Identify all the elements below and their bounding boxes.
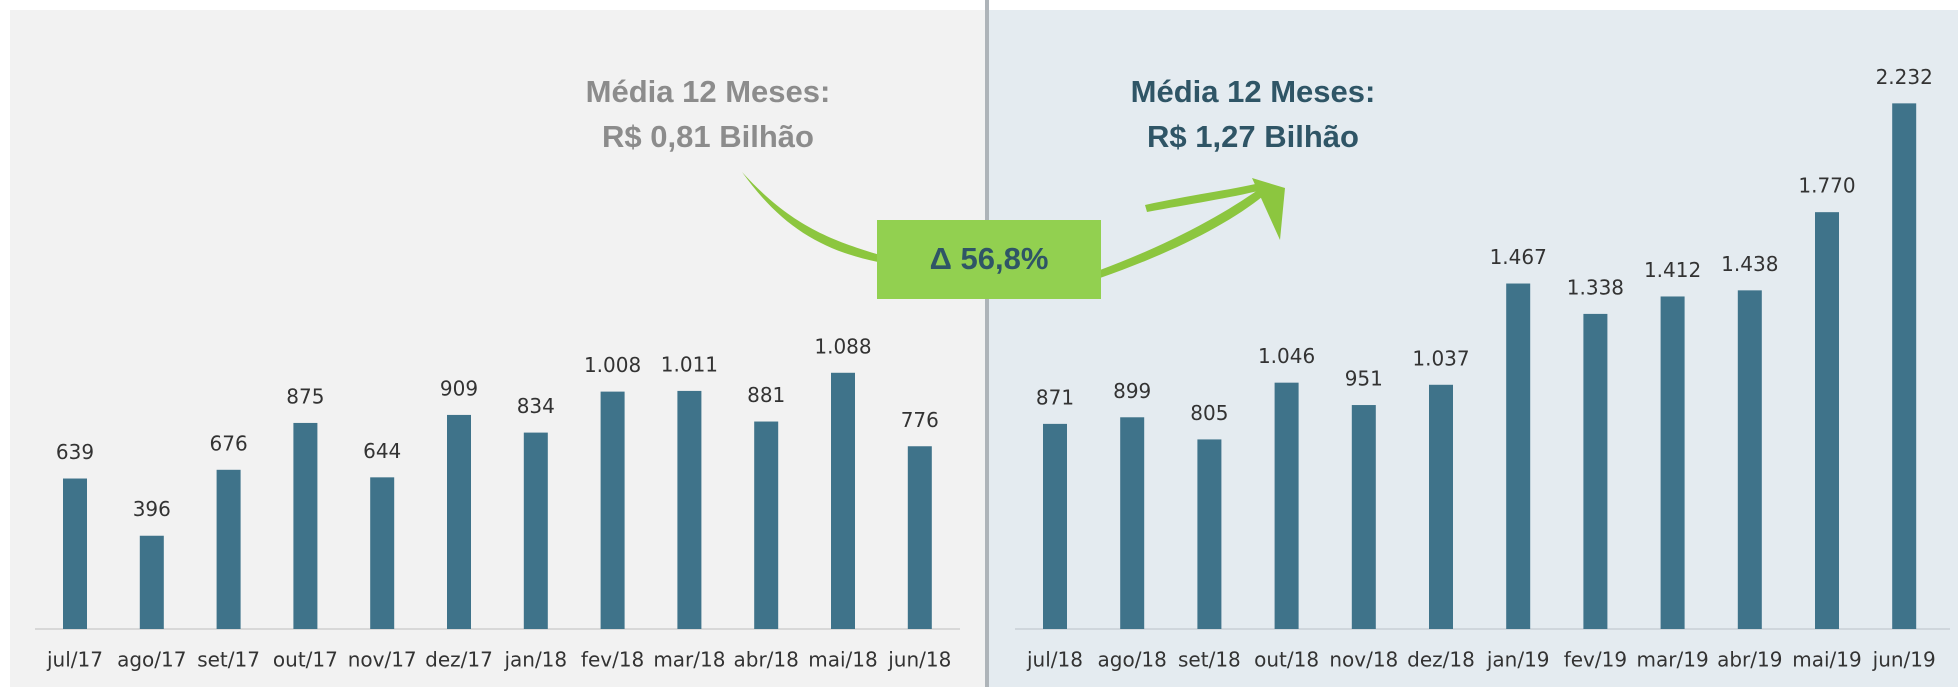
x-tick-label: dez/18 [1407,648,1475,672]
x-tick-label: ago/17 [117,648,186,672]
x-tick-label: set/17 [197,648,260,672]
x-tick-label: fev/19 [1564,648,1627,672]
bar [677,390,702,629]
bar [523,432,548,629]
value-label: 1.770 [1798,174,1855,198]
value-label: 776 [901,408,939,432]
x-tick-label: nov/17 [348,648,417,672]
x-tick-label: abr/19 [1717,648,1782,672]
bar [1043,423,1067,629]
bar [754,421,779,629]
annotation: Média 12 Meses: [1131,74,1376,109]
value-label: 644 [363,439,401,463]
bar [1660,296,1685,629]
bar [1583,313,1608,629]
bar [1120,417,1145,629]
x-tick-label: jan/18 [503,648,567,672]
x-tick-label: abr/18 [734,648,799,672]
value-label: 1.338 [1567,275,1624,299]
value-label: 1.467 [1490,245,1547,269]
bar [1429,384,1453,629]
annotation: R$ 0,81 Bilhão [602,119,814,154]
x-tick-label: ago/18 [1098,648,1167,672]
change-label: Δ 56,8% [930,241,1049,276]
bar [1892,103,1917,629]
value-label: 1.412 [1644,258,1701,282]
value-label: 1.088 [814,334,871,358]
arrow-left [742,172,880,262]
value-label: 805 [1190,401,1228,425]
right-panel [989,10,1958,687]
x-tick-label: dez/17 [425,648,493,672]
bar [447,414,471,629]
bar [1274,382,1299,629]
x-tick-label: nov/18 [1329,648,1398,672]
value-label: 1.438 [1721,252,1778,276]
value-label: 676 [210,431,248,455]
x-tick-label: out/17 [273,648,338,672]
value-label: 881 [747,383,785,407]
left-panel [10,10,985,687]
annotation: R$ 1,27 Bilhão [1147,119,1359,154]
x-tick-label: jan/19 [1486,648,1550,672]
bar [1737,290,1762,629]
x-tick-label: fev/18 [581,648,644,672]
value-label: 1.008 [584,353,641,377]
bar [293,422,318,629]
change-box [877,220,1101,299]
value-label: 1.046 [1258,344,1315,368]
bar [1197,439,1222,629]
bar [600,391,625,629]
x-tick-label: jun/18 [887,648,951,672]
bar [907,446,932,629]
bar [831,372,855,629]
value-label: 951 [1345,367,1383,391]
annotation: Média 12 Meses: [586,74,831,109]
value-label: 639 [56,440,94,464]
bar [1506,283,1531,629]
x-tick-label: mai/19 [1792,648,1861,672]
bar [370,477,395,629]
arrow-head [1252,178,1285,240]
bar [216,469,241,629]
bar [1815,212,1839,630]
value-label: 871 [1036,385,1074,409]
arrow-right [1100,185,1268,278]
x-tick-label: jul/17 [46,648,103,672]
x-tick-label: mar/18 [653,648,725,672]
value-label: 2.232 [1876,65,1933,89]
value-label: 834 [517,394,555,418]
x-tick-label: out/18 [1254,648,1319,672]
value-label: 899 [1113,379,1151,403]
x-tick-label: mai/18 [808,648,877,672]
bar [1351,405,1376,629]
value-label: 1.011 [661,352,718,376]
bar [139,535,164,629]
value-label: 396 [133,497,171,521]
value-label: 875 [286,384,324,408]
x-tick-label: jun/19 [1872,648,1936,672]
value-label: 1.037 [1412,346,1469,370]
x-tick-label: set/18 [1178,648,1241,672]
x-tick-label: jul/18 [1026,648,1083,672]
arrow-stroke [1145,183,1262,212]
value-label: 909 [440,376,478,400]
bar [63,478,87,629]
x-tick-label: mar/19 [1637,648,1709,672]
